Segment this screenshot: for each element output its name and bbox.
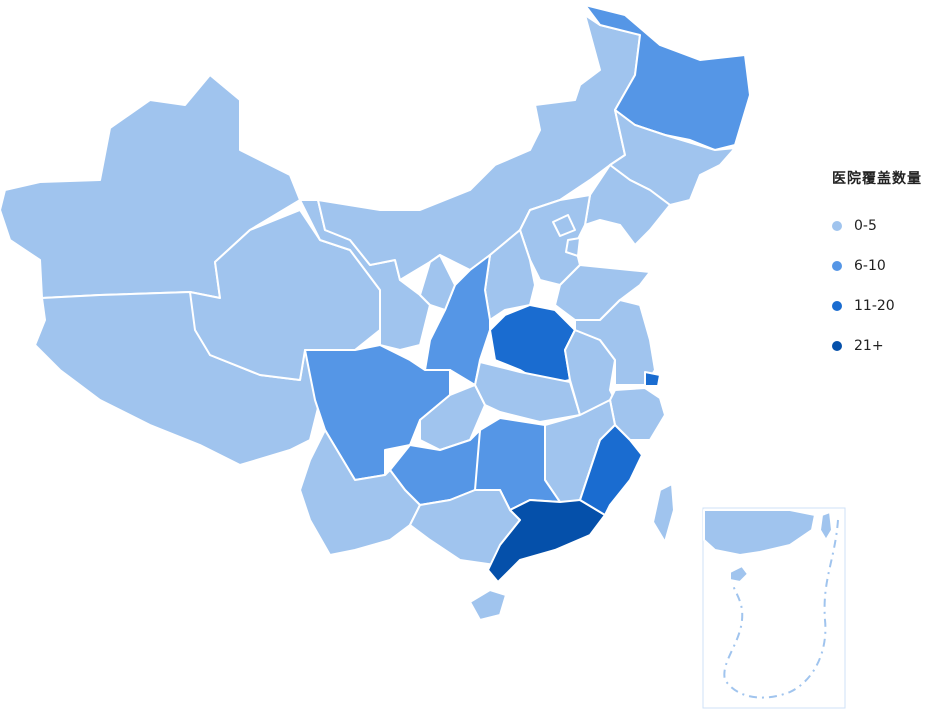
legend-dot-icon — [832, 341, 842, 351]
region-ningxia[interactable] — [419, 254, 456, 311]
legend-label: 6-10 — [854, 258, 886, 274]
region-shanghai[interactable] — [644, 371, 661, 387]
region-fujian[interactable] — [579, 424, 643, 516]
region-inner-mongolia[interactable] — [317, 14, 641, 281]
legend-dot-icon — [832, 301, 842, 311]
region-shandong[interactable] — [554, 264, 651, 321]
legend-dot-icon — [832, 261, 842, 271]
region-taiwan[interactable] — [652, 483, 675, 543]
legend-label: 11-20 — [854, 298, 895, 314]
legend-label: 0-5 — [854, 218, 877, 234]
legend-dot-icon — [832, 221, 842, 231]
region-yunnan[interactable] — [299, 429, 421, 556]
legend-item-11-20[interactable]: 11-20 — [832, 286, 922, 326]
legend-item-21-plus[interactable]: 21+ — [832, 326, 922, 366]
region-shaanxi[interactable] — [424, 254, 491, 386]
region-heilongjiang[interactable] — [584, 4, 751, 151]
legend: 医院覆盖数量 0-5 6-10 11-20 21+ — [832, 168, 922, 366]
south-china-sea-inset — [702, 507, 846, 709]
legend-title: 医院覆盖数量 — [832, 171, 922, 187]
legend-label: 21+ — [854, 338, 884, 354]
region-tianjin[interactable] — [565, 237, 581, 257]
region-hainan[interactable] — [469, 589, 507, 621]
legend-item-6-10[interactable]: 6-10 — [832, 246, 922, 286]
region-beijing[interactable] — [552, 214, 576, 237]
region-guangdong[interactable] — [487, 499, 606, 583]
legend-item-0-5[interactable]: 0-5 — [832, 206, 922, 246]
